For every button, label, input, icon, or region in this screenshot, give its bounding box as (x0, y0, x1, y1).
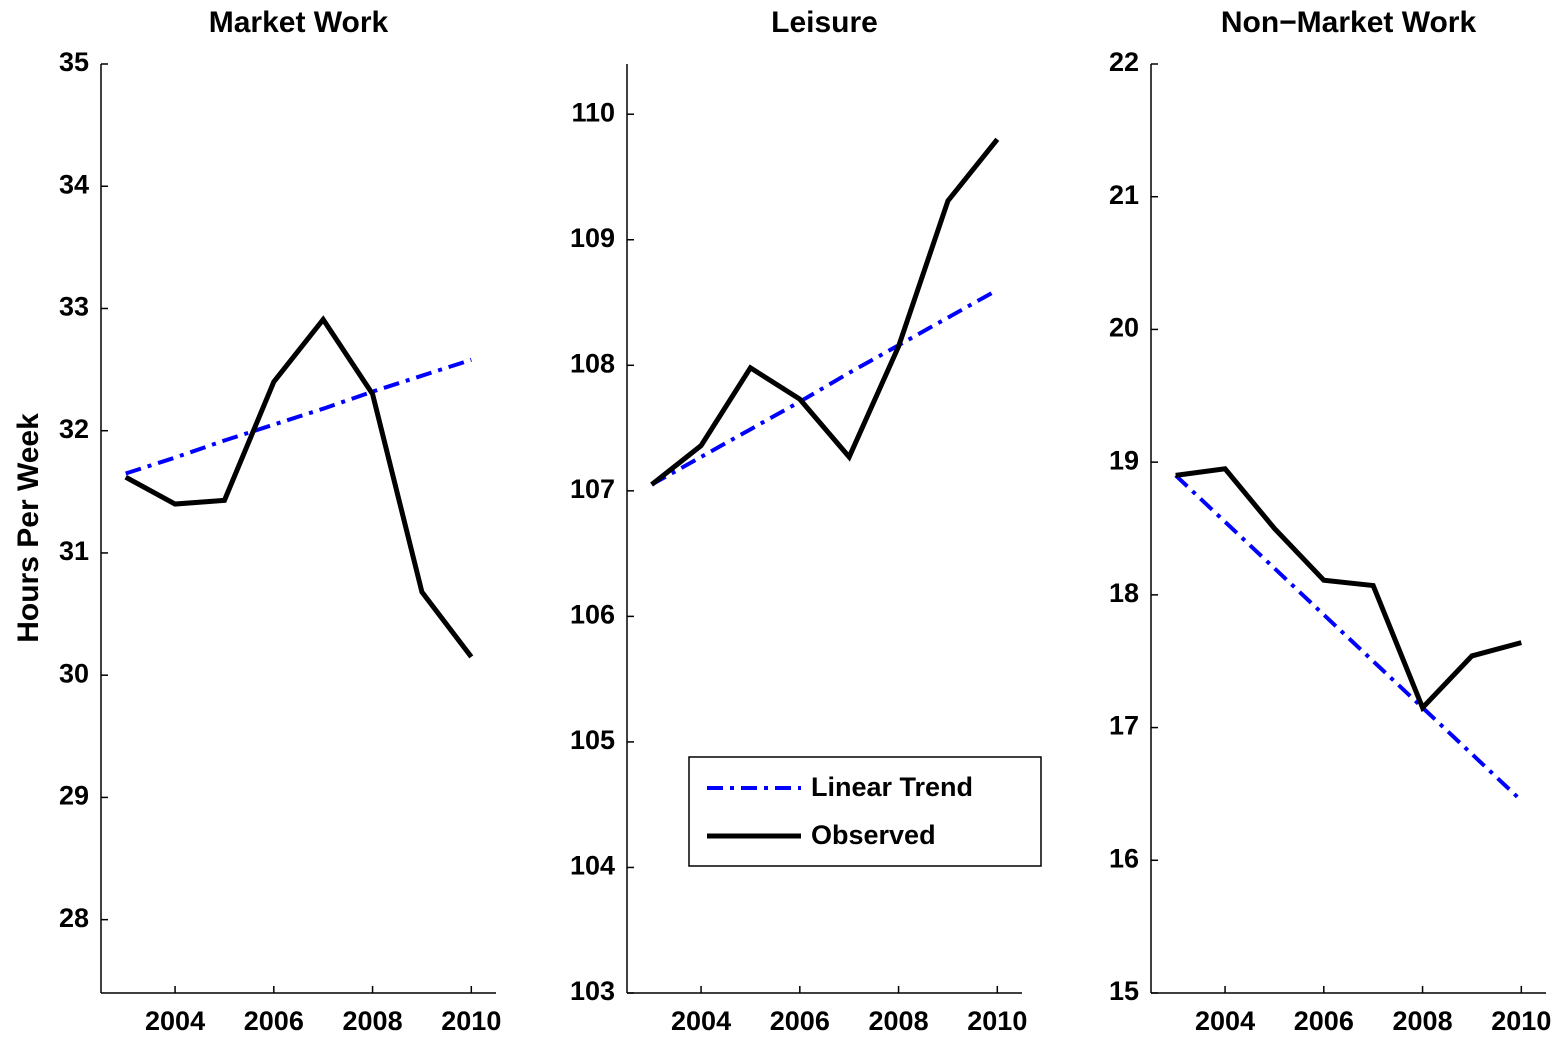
y-tick-label: 28 (59, 903, 89, 933)
line-series (124, 315, 474, 659)
y-tick-label: 17 (1109, 711, 1139, 741)
x-tick-label: 2010 (1491, 1006, 1551, 1036)
line-series (125, 357, 472, 476)
x-tick-label: 2008 (869, 1006, 929, 1036)
y-tick-label: 106 (570, 600, 615, 630)
x-tick-label: 2006 (244, 1006, 304, 1036)
x-tick-label: 2004 (1195, 1006, 1255, 1036)
chart-title: Market Work (209, 6, 389, 39)
y-tick-label: 105 (570, 725, 615, 755)
y-tick-label: 20 (1109, 313, 1139, 343)
chart-title: Leisure (771, 6, 878, 39)
x-tick-label: 2004 (145, 1006, 205, 1036)
y-tick-label: 31 (59, 536, 89, 566)
line-series (650, 137, 1000, 487)
y-tick-label: 108 (570, 348, 615, 378)
y-tick-label: 16 (1109, 843, 1139, 873)
y-tick-label: 34 (59, 169, 89, 199)
y-tick-label: 22 (1109, 47, 1139, 77)
y-tick-label: 110 (571, 97, 615, 127)
y-tick-label: 104 (570, 851, 615, 881)
y-tick-label: 33 (59, 292, 89, 322)
y-tick-label: 29 (59, 781, 89, 811)
y-tick-label: 103 (570, 976, 615, 1006)
line-series (1174, 473, 1523, 803)
x-tick-label: 2008 (343, 1006, 403, 1036)
legend-label: Linear Trend (811, 772, 973, 802)
y-tick-label: 15 (1109, 976, 1139, 1006)
y-tick-label: 35 (59, 47, 89, 77)
y-tick-label: 109 (570, 223, 615, 253)
line-series (1175, 466, 1522, 713)
y-tick-label: 32 (59, 414, 89, 444)
x-tick-label: 2008 (1393, 1006, 1453, 1036)
chart-title: Non−Market Work (1221, 6, 1477, 39)
y-tick-label: 107 (570, 474, 615, 504)
y-tick-label: 19 (1109, 445, 1139, 475)
y-tick-label: 21 (1109, 180, 1139, 210)
line-series (650, 288, 999, 487)
y-tick-label: 30 (59, 658, 89, 688)
x-tick-label: 2006 (1294, 1006, 1354, 1036)
x-tick-label: 2004 (671, 1006, 731, 1036)
legend-box (688, 756, 1042, 867)
x-tick-label: 2006 (770, 1006, 830, 1036)
y-axis-label: Hours Per Week (12, 413, 45, 643)
legend-label: Observed (811, 820, 936, 850)
y-tick-label: 18 (1109, 578, 1139, 608)
x-tick-label: 2010 (441, 1006, 501, 1036)
x-tick-label: 2010 (967, 1006, 1027, 1036)
